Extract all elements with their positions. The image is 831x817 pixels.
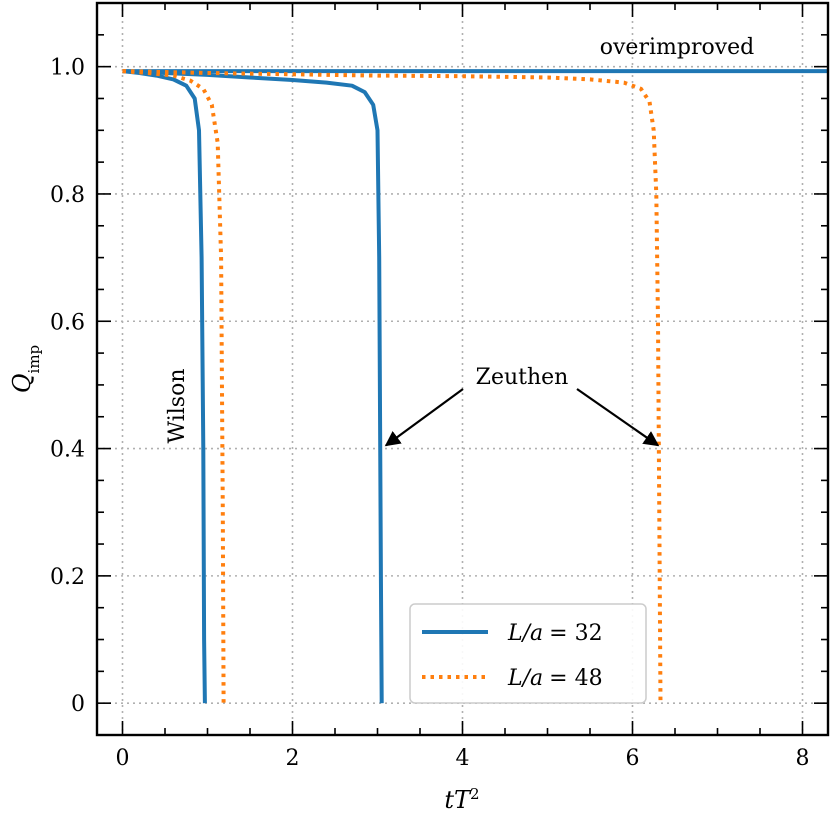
zeuthen-arrow-right [576, 388, 660, 447]
grid [97, 3, 828, 735]
legend: L/a = 32 L/a = 48 [409, 603, 647, 704]
x-tick-label: 6 [626, 746, 640, 771]
series-line-l48-zeuthen [122, 69, 663, 704]
annotation-zeuthen: Zeuthen [476, 365, 569, 390]
legend-label-l32: L/a = 32 [507, 621, 603, 646]
ticks [97, 2, 828, 736]
x-tick-label: 4 [456, 746, 470, 771]
annotation-wilson: Wilson [165, 368, 190, 443]
x-tick-label: 2 [286, 746, 300, 771]
y-tick-label: 0.2 [50, 565, 85, 590]
y-axis-label-sub: imp [25, 345, 43, 374]
x-tick-label: 8 [796, 746, 810, 771]
y-axis-label: Qimp [8, 345, 43, 393]
x-axis-label: tT2 [444, 785, 479, 814]
x-tick-label: 0 [116, 746, 130, 771]
series-line-l32-zeuthen [122, 69, 384, 704]
y-tick-label: 0 [71, 692, 85, 717]
series-line-l48-wilson [122, 69, 226, 704]
legend-label-l48: L/a = 48 [507, 666, 603, 691]
y-tick-label: 0.6 [50, 310, 85, 335]
y-tick-label: 0.4 [50, 438, 85, 463]
series-layer [122, 69, 828, 704]
zeuthen-arrow-left [384, 388, 464, 447]
y-tick-label: 0.8 [50, 183, 85, 208]
x-axis-label-sup: 2 [470, 785, 480, 803]
y-tick-label: 1.0 [50, 56, 85, 81]
legend-box [409, 603, 647, 704]
series-line-l32-wilson [122, 69, 207, 704]
tick-labels: 0 2 4 6 8 0 0.2 0.4 0.6 0.8 1.0 [50, 56, 810, 771]
annotation-overimproved: overimproved [600, 35, 754, 60]
